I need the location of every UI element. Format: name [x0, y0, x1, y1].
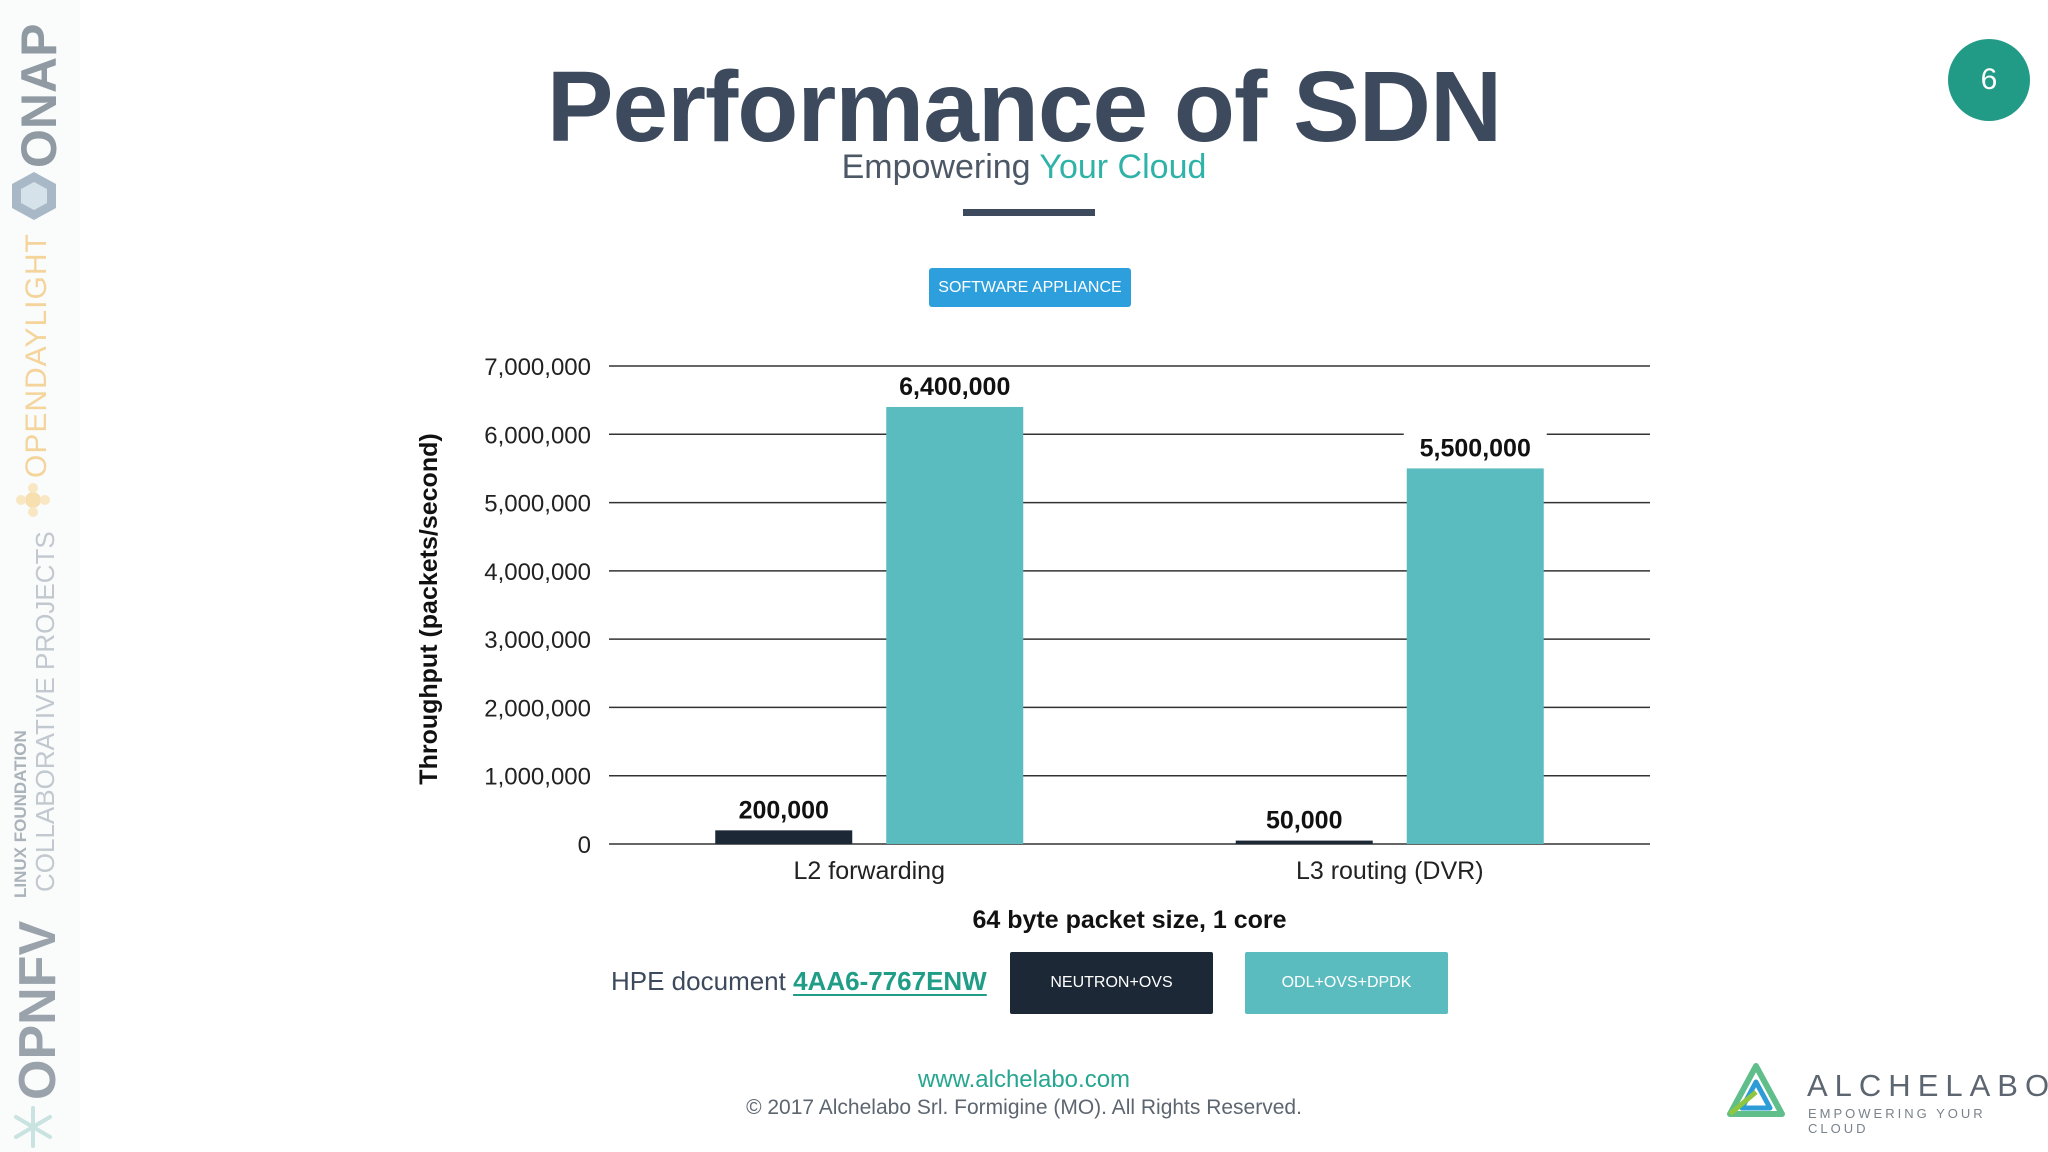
x-axis-label: 64 byte packet size, 1 core [972, 906, 1286, 934]
bar [1406, 468, 1544, 844]
document-link[interactable]: 4AA6-7767ENW [793, 966, 987, 996]
y-tick-label: 2,000,000 [484, 695, 591, 722]
y-tick-label: 1,000,000 [484, 764, 591, 791]
footer-website-link[interactable]: www.alchelabo.com [917, 1066, 1131, 1093]
y-tick-label: 5,000,000 [484, 491, 591, 518]
data-label: 5,500,000 [1420, 434, 1531, 462]
y-axis-label: Throughput (packets/second) [415, 433, 443, 784]
y-tick-label: 3,000,000 [484, 627, 591, 654]
legend-neutron-ovs: NEUTRON+OVS [1010, 952, 1213, 1014]
subtitle-accent: Your Cloud [1039, 148, 1207, 186]
software-appliance-badge: SOFTWARE APPLIANCE [929, 268, 1131, 307]
page-number-badge: 6 [1948, 39, 2030, 121]
data-label-background [883, 370, 1027, 401]
data-label: 50,000 [1266, 807, 1342, 835]
data-label-background [1403, 432, 1547, 463]
onap-hexagon-icon [12, 172, 56, 220]
subtitle: Empowering Your Cloud [0, 148, 2048, 187]
subtitle-prefix: Empowering [841, 148, 1040, 186]
brand-name: ALCHELABO [1807, 1068, 2048, 1103]
footer-copyright: © 2017 Alchelabo Srl. Formigine (MO). Al… [746, 1096, 1302, 1119]
bar [1235, 840, 1373, 844]
data-label: 200,000 [739, 796, 829, 824]
bar [715, 830, 853, 844]
data-label-background [1255, 804, 1354, 835]
document-reference: HPE document 4AA6-7767ENW [611, 966, 987, 997]
title-underline [963, 209, 1095, 216]
x-category-label: L2 forwarding [794, 857, 945, 885]
y-tick-label: 6,000,000 [484, 422, 591, 449]
y-tick-label: 7,000,000 [484, 354, 591, 381]
data-label-background [727, 794, 841, 825]
legend-odl-ovs-dpdk: ODL+OVS+DPDK [1245, 952, 1448, 1014]
data-label: 6,400,000 [899, 373, 1010, 401]
y-tick-label: 4,000,000 [484, 559, 591, 586]
x-category-label: L3 routing (DVR) [1296, 857, 1484, 885]
opnfv-snowflake-icon [14, 1106, 52, 1148]
partner-logo-sidebar: ONAP OPENDAYLIGHT LINUX FOUNDATION COLLA… [0, 0, 80, 1152]
bar [886, 406, 1024, 844]
document-reference-prefix: HPE document [611, 966, 794, 996]
alchelabo-logo-icon [1727, 1063, 1785, 1117]
page-title: Performance of SDN [546, 51, 1502, 163]
opendaylight-flower-icon [16, 483, 50, 517]
alchelabo-brand: ALCHELABO EMPOWERING YOUR CLOUD [1722, 1062, 2048, 1136]
brand-tagline: EMPOWERING YOUR CLOUD [1808, 1106, 1986, 1136]
y-tick-label: 0 [578, 832, 591, 859]
